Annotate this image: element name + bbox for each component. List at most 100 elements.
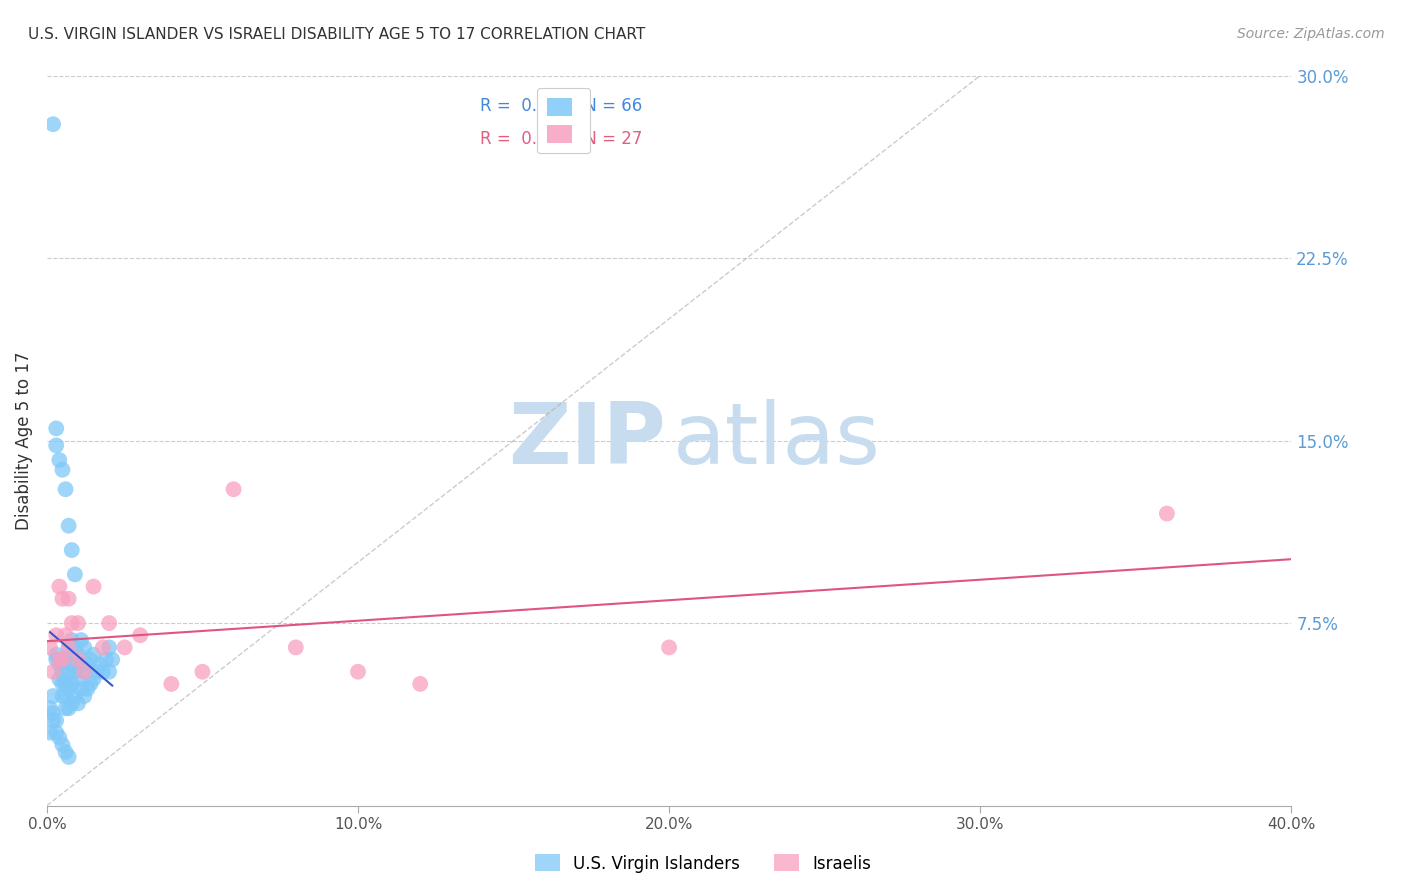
Point (45, 652, 67, 666)
Point (91, 665, 114, 679)
Point (63, 689, 86, 703)
Point (222, 482, 245, 496)
Point (58, 665, 80, 679)
Point (51, 652, 73, 666)
Y-axis label: Disability Age 5 to 17: Disability Age 5 to 17 (15, 351, 32, 530)
Point (55, 652, 77, 666)
Point (55, 689, 77, 703)
Point (98, 616, 121, 631)
Point (55, 628, 77, 642)
Point (51, 689, 73, 703)
Point (284, 640, 307, 655)
Point (347, 665, 370, 679)
Text: R =  0.434   N = 27: R = 0.434 N = 27 (479, 130, 643, 148)
Point (58, 640, 80, 655)
Point (98, 665, 121, 679)
Point (58, 591, 80, 606)
Point (48, 652, 70, 666)
Point (45, 648, 67, 662)
Point (48, 453, 70, 467)
Point (160, 677, 183, 691)
Point (45, 628, 67, 642)
Text: U.S. VIRGIN ISLANDER VS ISRAELI DISABILITY AGE 5 TO 17 CORRELATION CHART: U.S. VIRGIN ISLANDER VS ISRAELI DISABILI… (28, 27, 645, 42)
Point (58, 518, 80, 533)
Point (79, 677, 101, 691)
Point (83, 672, 105, 686)
Legend: , : , (537, 87, 591, 153)
Point (55, 482, 77, 496)
Point (658, 640, 681, 655)
Point (39, 701, 62, 715)
Point (48, 652, 70, 666)
Point (51, 677, 73, 691)
Point (45, 714, 67, 728)
Point (73, 640, 96, 655)
Point (73, 665, 96, 679)
Point (66, 652, 89, 666)
Point (42, 665, 65, 679)
Point (63, 665, 86, 679)
Point (51, 738, 73, 752)
Point (70, 681, 93, 696)
Point (58, 701, 80, 715)
Text: atlas: atlas (673, 399, 880, 482)
Point (42, 117, 65, 131)
Point (76, 681, 98, 696)
Point (60, 677, 83, 691)
Point (60, 616, 83, 631)
Text: ZIP: ZIP (508, 399, 665, 482)
Point (98, 640, 121, 655)
Text: Source: ZipAtlas.com: Source: ZipAtlas.com (1237, 27, 1385, 41)
Point (55, 745, 77, 759)
Point (76, 657, 98, 672)
Point (58, 640, 80, 655)
Point (58, 681, 80, 696)
Point (45, 725, 67, 739)
Point (45, 421, 67, 435)
Point (39, 725, 62, 739)
Point (114, 640, 136, 655)
Point (48, 657, 70, 672)
Point (42, 714, 65, 728)
Point (60, 543, 83, 558)
Point (39, 640, 62, 655)
Point (79, 652, 101, 666)
Point (58, 750, 80, 764)
Point (45, 438, 67, 452)
Point (66, 672, 89, 686)
Legend: U.S. Virgin Islanders, Israelis: U.S. Virgin Islanders, Israelis (529, 847, 877, 880)
Point (48, 731, 70, 745)
Point (48, 580, 70, 594)
Point (86, 665, 108, 679)
Point (70, 633, 93, 648)
Point (55, 677, 77, 691)
Point (51, 665, 73, 679)
Point (60, 697, 83, 711)
Point (101, 652, 124, 666)
Point (51, 652, 73, 666)
Point (89, 657, 111, 672)
Point (1156, 507, 1178, 521)
Point (63, 567, 86, 582)
Point (409, 677, 432, 691)
Point (91, 640, 114, 655)
Point (129, 628, 152, 642)
Point (73, 689, 96, 703)
Point (66, 697, 89, 711)
Point (60, 657, 83, 672)
Point (55, 701, 77, 715)
Point (66, 648, 89, 662)
Point (94, 652, 117, 666)
Point (70, 657, 93, 672)
Point (83, 580, 105, 594)
Point (66, 616, 89, 631)
Point (60, 633, 83, 648)
Point (63, 640, 86, 655)
Point (83, 648, 105, 662)
Point (42, 706, 65, 720)
Text: R =  0.180   N = 66: R = 0.180 N = 66 (479, 96, 643, 114)
Point (48, 672, 70, 686)
Point (42, 689, 65, 703)
Point (51, 463, 73, 477)
Point (191, 665, 214, 679)
